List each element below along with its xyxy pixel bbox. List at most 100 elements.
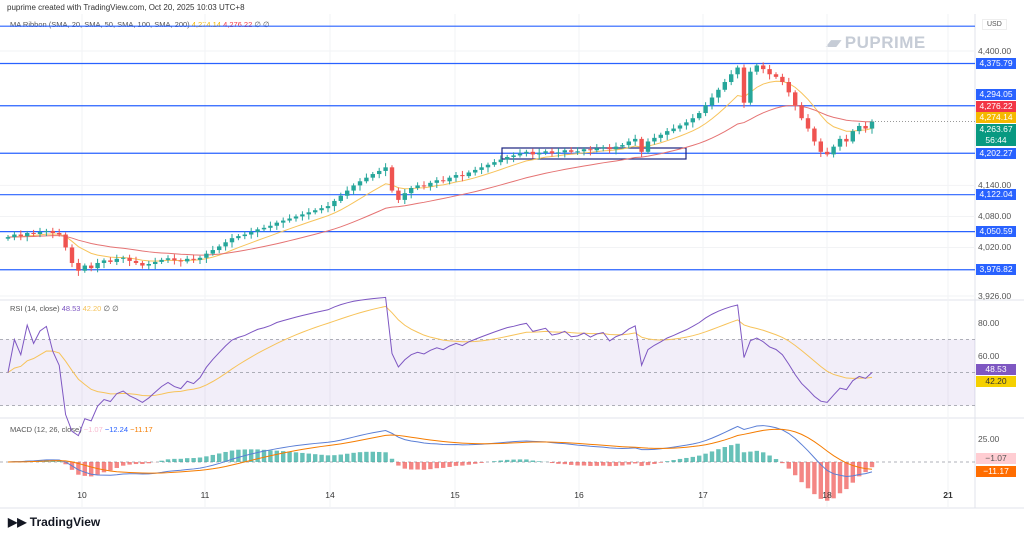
candle-up <box>114 258 119 262</box>
candle-up <box>44 230 49 232</box>
tradingview-logo[interactable]: ▶▶ TradingView <box>8 515 100 529</box>
candle-down <box>863 125 868 129</box>
candle-up <box>12 234 17 238</box>
candle-down <box>805 118 811 129</box>
macd-histogram-bar <box>357 452 363 462</box>
candle-down <box>767 69 772 75</box>
currency-label[interactable]: USD <box>982 19 1007 30</box>
candle-down <box>569 150 574 152</box>
candle-up <box>249 231 254 235</box>
macd-histogram-bar <box>210 454 215 462</box>
candle-up <box>517 153 523 156</box>
candle-down <box>191 258 196 260</box>
macd-histogram-bar <box>831 462 836 499</box>
candle-up <box>837 138 843 147</box>
macd-histogram-bar <box>498 460 503 462</box>
price-tick: 4,080.00 <box>978 211 1012 222</box>
candle-down <box>786 82 791 93</box>
candle-up <box>703 105 708 114</box>
candle-up <box>633 138 638 142</box>
macd-histogram-bar <box>191 458 196 462</box>
candle-down <box>172 258 177 261</box>
macd-histogram-bar <box>645 462 651 466</box>
candle-up <box>5 237 11 239</box>
macd-histogram-bar <box>338 454 343 462</box>
candle-down <box>799 105 804 119</box>
candle-down <box>31 232 36 235</box>
macd-legend[interactable]: MACD (12, 26, close) −1.07 −12.24 −11.17 <box>10 425 153 434</box>
candle-up <box>255 229 260 232</box>
macd-histogram-bar <box>825 462 830 501</box>
candle-up <box>281 220 286 223</box>
macd-histogram-bar <box>773 459 779 462</box>
macd-histogram-bar <box>133 462 139 465</box>
macd-histogram-bar <box>562 462 567 465</box>
candle-up <box>594 148 599 151</box>
macd-histogram-bar <box>793 462 798 476</box>
candle-down <box>57 232 62 235</box>
candle-up <box>537 152 542 155</box>
candle-up <box>652 137 657 142</box>
macd-histogram-bar <box>786 462 791 469</box>
macd-histogram-bar <box>844 462 849 490</box>
time-tick: 21 <box>943 490 953 500</box>
macd-histogram-bar <box>812 462 817 495</box>
macd-legend-v1: −1.07 <box>83 425 103 434</box>
candle-down <box>773 74 779 77</box>
macd-histogram-bar <box>633 462 638 464</box>
macd-histogram-bar <box>325 455 331 462</box>
rsi-legend[interactable]: RSI (14, close) 48.53 42.20 ∅ ∅ <box>10 304 119 313</box>
candle-up <box>581 149 587 152</box>
macd-histogram-bar <box>652 462 657 464</box>
ma-legend[interactable]: MA Ribbon (SMA, 20, SMA, 50, SMA, 100, S… <box>10 20 270 29</box>
candle-up <box>268 225 273 228</box>
macd-histogram-bar <box>537 461 542 462</box>
candle-up <box>300 214 305 217</box>
macd-histogram-bar <box>332 455 337 462</box>
time-tick: 11 <box>200 490 210 500</box>
candle-down <box>530 151 535 155</box>
macd-histogram-bar <box>818 462 823 499</box>
candle-up <box>485 164 491 168</box>
macd-histogram-bar <box>863 462 868 473</box>
ma-fast-line <box>7 80 873 262</box>
candle-up <box>645 141 651 152</box>
macd-legend-v2: −12.24 <box>104 425 129 434</box>
macd-histogram-bar <box>159 460 164 462</box>
macd-histogram-bar <box>556 462 561 464</box>
macd-histogram-bar <box>754 450 759 462</box>
macd-histogram-bar <box>57 460 62 462</box>
candle-down <box>780 76 785 83</box>
candle-down <box>76 262 81 271</box>
tradingview-logo-text: TradingView <box>29 515 101 529</box>
macd-legend-v3: −11.17 <box>130 425 153 434</box>
macd-histogram-bar <box>434 462 439 469</box>
candle-down <box>389 167 395 191</box>
macd-histogram-bar <box>249 449 254 462</box>
macd-histogram-bar <box>690 456 695 462</box>
tradingview-icon: ▶▶ <box>8 515 30 529</box>
candle-up <box>831 146 836 155</box>
candle-down <box>639 138 644 152</box>
macd-histogram-bar <box>671 460 676 462</box>
macd-histogram-bar <box>569 462 574 465</box>
candle-up <box>428 182 433 187</box>
candle-up <box>498 159 503 163</box>
macd-histogram-bar <box>108 462 113 471</box>
candle-up <box>274 222 279 226</box>
macd-histogram-bar <box>626 462 631 465</box>
candle-up <box>306 212 311 215</box>
macd-histogram-bar <box>415 462 420 470</box>
candle-up <box>185 258 190 262</box>
candle-down <box>844 138 849 142</box>
candle-down <box>818 141 823 152</box>
macd-histogram-bar <box>709 451 715 462</box>
macd-histogram-bar <box>345 453 350 462</box>
candle-up <box>620 145 625 147</box>
macd-histogram-bar <box>447 462 452 467</box>
price-label: 4,276.22 <box>976 100 1016 112</box>
candle-down <box>178 260 183 262</box>
price-label: 4,294.05 <box>976 88 1016 100</box>
macd-histogram-bar <box>319 454 324 462</box>
